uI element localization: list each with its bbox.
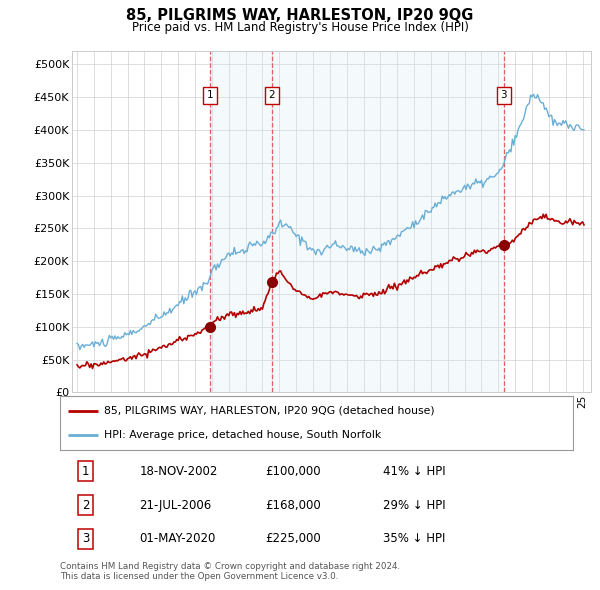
Text: £225,000: £225,000 bbox=[265, 532, 321, 545]
Text: Contains HM Land Registry data © Crown copyright and database right 2024.: Contains HM Land Registry data © Crown c… bbox=[60, 562, 400, 571]
Text: £168,000: £168,000 bbox=[265, 499, 321, 512]
Bar bbox=[272, 51, 504, 392]
Text: HPI: Average price, detached house, South Norfolk: HPI: Average price, detached house, Sout… bbox=[104, 430, 381, 440]
Text: 21-JUL-2006: 21-JUL-2006 bbox=[140, 499, 212, 512]
Text: 3: 3 bbox=[82, 532, 89, 545]
Text: 29% ↓ HPI: 29% ↓ HPI bbox=[383, 499, 446, 512]
Text: £100,000: £100,000 bbox=[265, 465, 321, 478]
Text: 1: 1 bbox=[82, 465, 89, 478]
Text: 35% ↓ HPI: 35% ↓ HPI bbox=[383, 532, 446, 545]
Text: 18-NOV-2002: 18-NOV-2002 bbox=[140, 465, 218, 478]
Text: 85, PILGRIMS WAY, HARLESTON, IP20 9QG (detached house): 85, PILGRIMS WAY, HARLESTON, IP20 9QG (d… bbox=[104, 406, 434, 416]
Text: 1: 1 bbox=[206, 90, 213, 100]
Text: This data is licensed under the Open Government Licence v3.0.: This data is licensed under the Open Gov… bbox=[60, 572, 338, 581]
Text: Price paid vs. HM Land Registry's House Price Index (HPI): Price paid vs. HM Land Registry's House … bbox=[131, 21, 469, 34]
Text: 2: 2 bbox=[268, 90, 275, 100]
Bar bbox=[210, 51, 272, 392]
Text: 2: 2 bbox=[82, 499, 89, 512]
Text: 01-MAY-2020: 01-MAY-2020 bbox=[140, 532, 216, 545]
Text: 3: 3 bbox=[500, 90, 507, 100]
Text: 41% ↓ HPI: 41% ↓ HPI bbox=[383, 465, 446, 478]
Text: 85, PILGRIMS WAY, HARLESTON, IP20 9QG: 85, PILGRIMS WAY, HARLESTON, IP20 9QG bbox=[127, 8, 473, 22]
